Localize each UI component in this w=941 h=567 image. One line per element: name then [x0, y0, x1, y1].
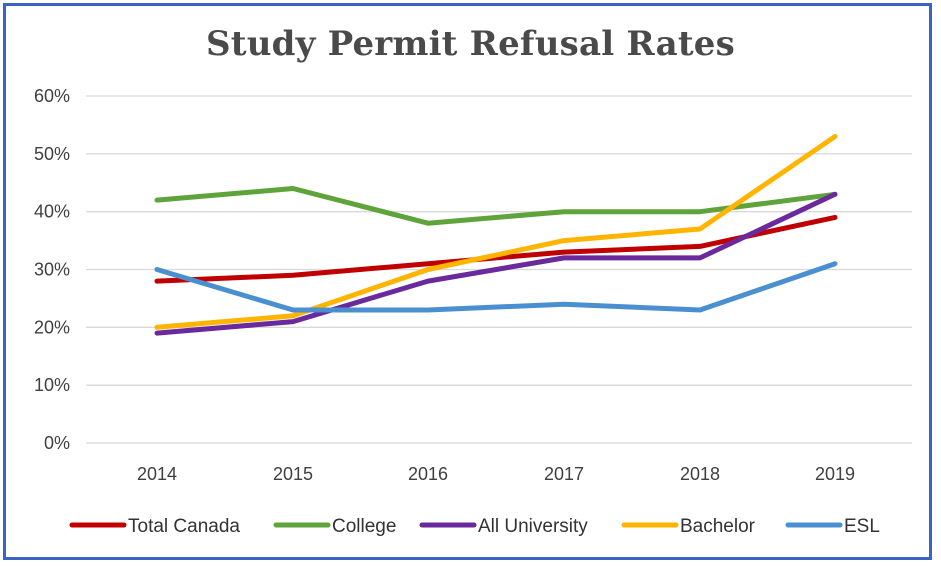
- legend-item: Bachelor: [621, 516, 756, 537]
- legend-item: College: [273, 516, 396, 537]
- y-tick-label: 60%: [34, 86, 70, 106]
- x-tick-label: 2016: [408, 464, 448, 484]
- y-tick-label: 0%: [44, 433, 70, 453]
- legend-label: Total Canada: [128, 516, 240, 537]
- y-tick-label: 20%: [34, 317, 70, 337]
- legend-label: All University: [478, 516, 588, 537]
- legend-item: ESL: [785, 516, 880, 537]
- legend-label: ESL: [844, 516, 880, 537]
- x-tick-label: 2014: [137, 464, 177, 484]
- y-tick-label: 40%: [34, 202, 70, 222]
- y-tick-label: 30%: [34, 260, 70, 280]
- series-line-total-canada: [154, 214, 838, 284]
- series-line-all-university: [154, 191, 838, 336]
- legend-item: Total Canada: [69, 516, 240, 537]
- x-tick-label: 2018: [680, 464, 720, 484]
- x-tick-label: 2017: [544, 464, 584, 484]
- x-tick-label: 2019: [815, 464, 855, 484]
- legend-label: Bachelor: [680, 516, 756, 537]
- y-tick-label: 50%: [34, 144, 70, 164]
- series-line-esl: [154, 261, 838, 313]
- y-tick-label: 10%: [34, 375, 70, 395]
- x-tick-label: 2015: [273, 464, 313, 484]
- legend-item: All University: [419, 516, 588, 537]
- chart-title: Study Permit Refusal Rates: [206, 24, 735, 64]
- legend-label: College: [332, 516, 396, 537]
- series-line-bachelor: [154, 134, 838, 330]
- series-line-college: [154, 186, 838, 226]
